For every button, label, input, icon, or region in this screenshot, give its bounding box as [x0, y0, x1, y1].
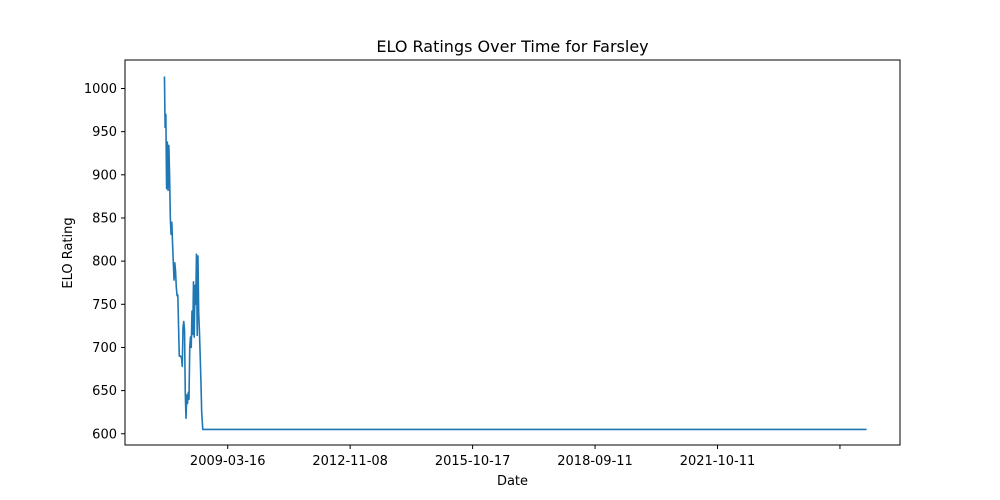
- x-tick-label: 2012-11-08: [312, 454, 388, 469]
- plot-frame: [124, 59, 901, 446]
- y-axis-label: ELO Rating: [61, 217, 76, 288]
- y-tick-label: 700: [92, 341, 117, 356]
- y-tick-label: 650: [92, 384, 117, 399]
- elo-series-line: [163, 76, 867, 431]
- y-tick-label: 750: [92, 298, 117, 313]
- chart-title: ELO Ratings Over Time for Farsley: [376, 37, 648, 56]
- y-tick-label: 800: [92, 255, 117, 270]
- y-tick-label: 850: [92, 211, 117, 226]
- x-axis-label: Date: [497, 474, 528, 489]
- y-tick-label: 600: [92, 427, 117, 442]
- x-tick-label: 2021-10-11: [680, 454, 756, 469]
- y-tick-label: 1000: [84, 82, 117, 97]
- y-tick-label: 900: [92, 168, 117, 183]
- x-tick-label: 2018-09-11: [557, 454, 633, 469]
- y-tick-label: 950: [92, 125, 117, 140]
- x-tick-label: 2009-03-16: [190, 454, 266, 469]
- x-tick-label: 2015-10-17: [435, 454, 511, 469]
- plot-area: 600 650 700 750 800 850 900 950 1000 2009-03-16 20…: [84, 76, 867, 469]
